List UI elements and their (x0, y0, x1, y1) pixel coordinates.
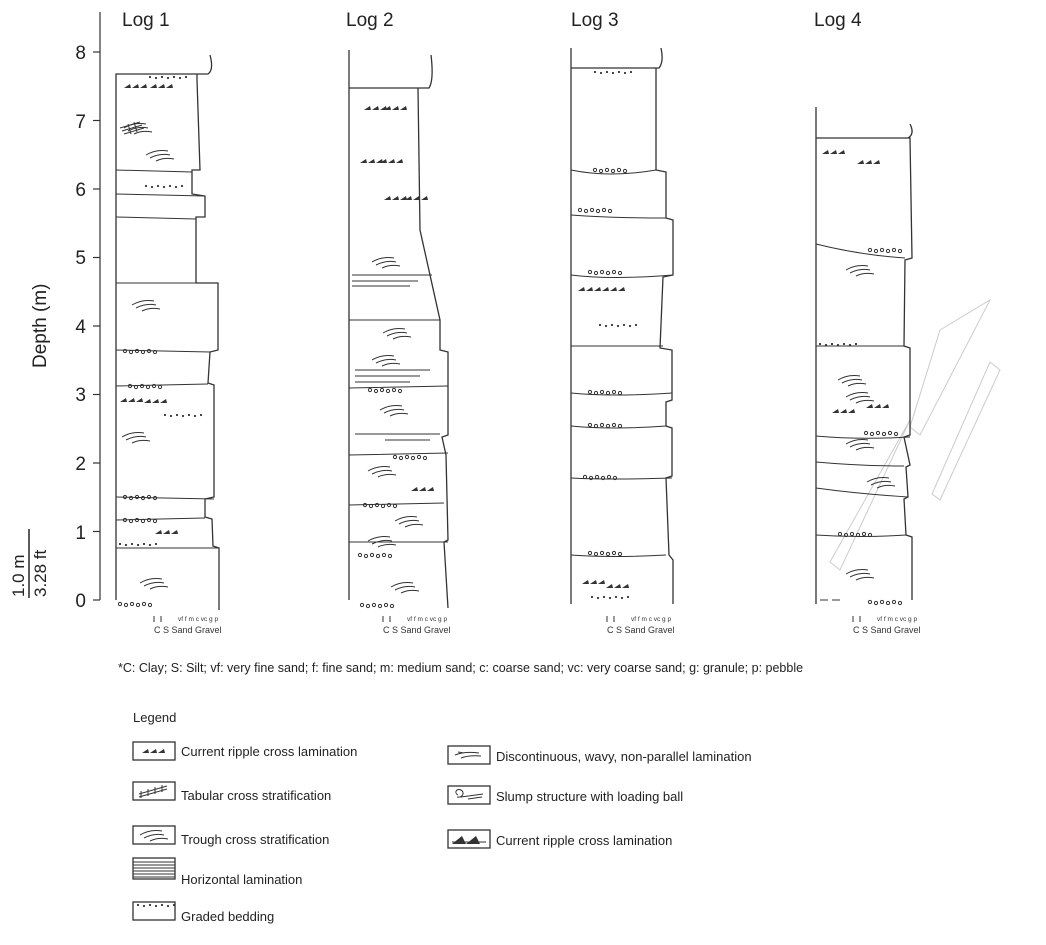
depth-axis: 0 1 2 3 4 5 6 7 8 Depth (m) (30, 12, 101, 612)
grain-size-scale-log-1: vf f m c vc g p C S Sand Gravel (153, 616, 222, 635)
trough-cross-icon (132, 825, 176, 845)
scale-bar-metric: 1.0 m (9, 554, 28, 597)
legend-item: Slump structure with loading ball (447, 785, 683, 805)
grain-main-label: C S Sand Gravel (154, 625, 222, 635)
depth-tick-label: 1 (75, 523, 86, 544)
legend-label: Trough cross stratification (181, 832, 329, 847)
depth-axis-title: Depth (m) (30, 284, 51, 368)
grain-main-label: C S Sand Gravel (853, 625, 921, 635)
depth-tick-label: 0 (75, 591, 86, 612)
current-ripple-icon (132, 741, 176, 761)
legend-label: Discontinuous, wavy, non-parallel lamina… (496, 749, 752, 764)
depth-tick-label: 8 (75, 43, 86, 64)
grain-size-scale-log-3: vf f m c vc g p C S Sand Gravel (606, 616, 675, 635)
grain-size-scale-log-2: vf f m c vc g p C S Sand Gravel (382, 616, 451, 635)
log-2-title: Log 2 (346, 10, 394, 31)
grain-small-label: vf f m c vc g p (178, 616, 218, 623)
slump-structure-icon (447, 785, 491, 805)
legend-title: Legend (133, 710, 176, 725)
depth-tick-label: 5 (75, 248, 86, 269)
log-3-title: Log 3 (571, 10, 619, 31)
legend-item: Graded bedding (132, 901, 274, 924)
log-4-column (815, 107, 913, 606)
legend-label: Current ripple cross lamination (181, 744, 357, 759)
legend-label: Current ripple cross lamination (496, 833, 672, 848)
grain-main-label: C S Sand Gravel (607, 625, 675, 635)
graded-bedding-icon (132, 901, 176, 921)
grain-small-label: vf f m c vc g p (407, 616, 447, 623)
log-4-title: Log 4 (814, 10, 862, 31)
legend-item: Current ripple cross lamination (132, 741, 357, 761)
legend: Legend Current ripple cross lamination T… (132, 710, 752, 924)
grain-size-scale-log-4: vf f m c vc g p C S Sand Gravel (852, 616, 921, 635)
legend-item: Tabular cross stratification (132, 781, 331, 803)
log-3-column (570, 47, 674, 604)
legend-item: Trough cross stratification (132, 825, 329, 847)
depth-tick-label: 4 (75, 317, 86, 338)
depth-tick-label: 7 (75, 112, 86, 133)
scale-bar: 1.0 m 3.28 ft (9, 529, 50, 598)
legend-item: Discontinuous, wavy, non-parallel lamina… (447, 745, 752, 765)
horizontal-lamination-icon (132, 857, 176, 880)
wavy-lamination-icon (447, 745, 491, 765)
legend-item: Current ripple cross lamination (447, 829, 672, 849)
legend-label: Horizontal lamination (181, 872, 302, 887)
depth-tick-label: 2 (75, 454, 86, 475)
grain-small-label: vf f m c vc g p (631, 616, 671, 623)
grain-main-label: C S Sand Gravel (383, 625, 451, 635)
watermark (829, 298, 1001, 571)
legend-label: Graded bedding (181, 909, 274, 924)
legend-label: Tabular cross stratification (181, 788, 331, 803)
grain-small-label: vf f m c vc g p (877, 616, 917, 623)
tabular-cross-icon (132, 781, 176, 801)
depth-tick-label: 3 (75, 385, 86, 406)
log-1-title: Log 1 (122, 10, 170, 31)
log-2-column (348, 50, 449, 609)
grain-size-footnote: *C: Clay; S: Silt; vf: very fine sand; f… (118, 661, 803, 675)
grain-size-scales: vf f m c vc g p C S Sand Gravel vf f m c… (153, 616, 921, 635)
depth-tick-label: 6 (75, 180, 86, 201)
current-ripple-2-icon (447, 829, 491, 849)
legend-item: Horizontal lamination (132, 857, 302, 887)
legend-label: Slump structure with loading ball (496, 789, 683, 804)
log-1-column (115, 54, 220, 610)
scale-bar-imperial: 3.28 ft (31, 549, 50, 597)
